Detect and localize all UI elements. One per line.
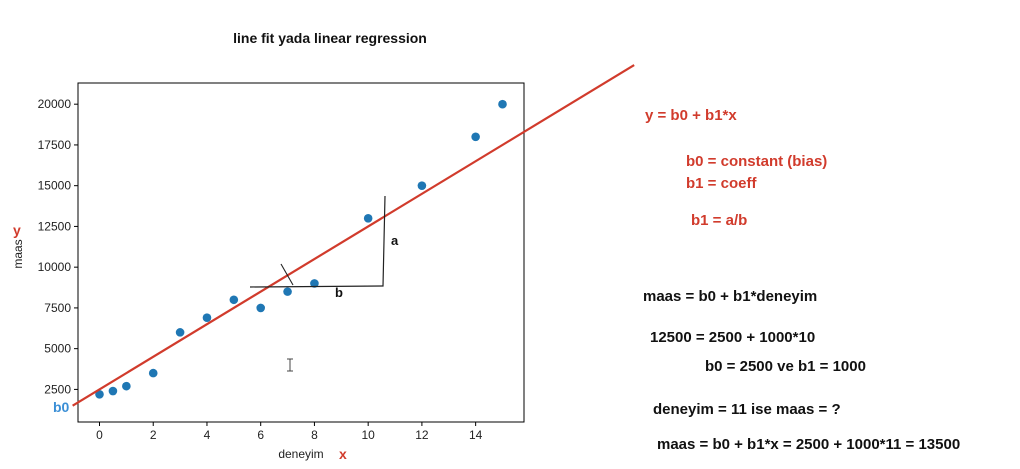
coefficients-result: b0 = 2500 ve b1 = 1000 xyxy=(705,358,866,375)
b0-definition: b0 = constant (bias) xyxy=(686,153,828,170)
data-point xyxy=(95,389,104,399)
data-point xyxy=(256,303,265,313)
x-tick-label: 8 xyxy=(311,428,318,442)
data-points xyxy=(95,99,507,399)
worked-example: 12500 = 2500 + 1000*10 xyxy=(650,329,816,346)
data-point xyxy=(122,381,131,391)
x-axis-ticks: 0 2 4 6 8 10 12 14 xyxy=(96,422,483,442)
x-tick-label: 4 xyxy=(204,428,211,442)
b1-ratio: b1 = a/b xyxy=(691,212,748,229)
data-point xyxy=(148,368,158,378)
x-axis-label: deneyim xyxy=(278,447,323,461)
data-point xyxy=(175,328,185,337)
x-tick-label: 14 xyxy=(469,428,483,442)
maas-equation: maas = b0 + b1*deneyim xyxy=(643,288,818,305)
data-point xyxy=(471,132,480,142)
b-label: b xyxy=(335,285,343,300)
b1-definition: b1 = coeff xyxy=(686,175,757,192)
y-tick-label: 7500 xyxy=(44,301,71,315)
y-tick-label: 15000 xyxy=(38,179,72,193)
a-label: a xyxy=(391,233,399,248)
y-tick-label: 17500 xyxy=(38,138,72,152)
data-point xyxy=(108,386,118,396)
chart-title: line fit yada linear regression xyxy=(233,30,427,46)
y-axis-label: maas xyxy=(11,239,25,268)
x-tick-label: 0 xyxy=(96,428,103,442)
equation-general: y = b0 + b1*x xyxy=(645,107,737,124)
data-point xyxy=(310,279,319,288)
x-letter-annotation: x xyxy=(339,446,347,462)
y-tick-label: 20000 xyxy=(38,97,72,111)
data-point xyxy=(498,99,507,109)
y-tick-label: 2500 xyxy=(44,382,71,396)
x-tick-label: 12 xyxy=(415,428,429,442)
x-tick-label: 6 xyxy=(257,428,264,442)
plot-frame xyxy=(77,82,525,423)
data-point xyxy=(283,287,292,296)
x-tick-label: 10 xyxy=(361,428,375,442)
y-tick-label: 10000 xyxy=(38,260,72,274)
answer: maas = b0 + b1*x = 2500 + 1000*11 = 1350… xyxy=(657,436,961,453)
data-point xyxy=(417,181,427,190)
b0-annotation: b0 xyxy=(53,399,70,415)
data-point xyxy=(229,295,239,305)
y-tick-label: 5000 xyxy=(44,342,71,356)
data-point xyxy=(363,213,373,223)
fit-line xyxy=(72,64,635,407)
x-tick-label: 2 xyxy=(150,428,157,442)
slope-tick xyxy=(280,263,294,286)
y-axis-ticks: 2500 5000 7500 10000 12500 15000 17500 20000 xyxy=(38,97,78,396)
y-tick-label: 12500 xyxy=(38,219,72,233)
question: deneyim = 11 ise maas = ? xyxy=(653,401,841,418)
data-point xyxy=(202,313,212,322)
slope-triangle xyxy=(249,195,386,288)
text-cursor-icon xyxy=(287,358,293,372)
y-letter-annotation: y xyxy=(13,222,21,238)
